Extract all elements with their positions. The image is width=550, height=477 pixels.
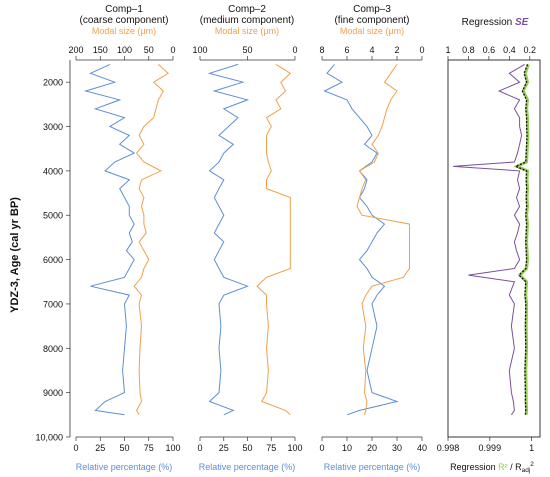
panel-comp1: Comp–1 (coarse component) Modal size (μm… [68, 4, 180, 472]
top-tick-label: 0.6 [483, 45, 496, 55]
top-tick-label: 8 [319, 45, 324, 55]
bottom-tick-label: 10 [342, 443, 352, 453]
panel-regression-title: Regression SE [462, 17, 529, 28]
y-tick-label: 10,000 [35, 433, 63, 443]
panel-comp1-title-line1: Comp–1 [105, 4, 143, 15]
series-line-orange [256, 63, 292, 416]
top-tick-label: 50 [242, 45, 252, 55]
series-line-blue [207, 63, 250, 416]
bottom-tick-label: 0 [319, 443, 324, 453]
panel-comp3-bottom-axis-label: Relative percentage (%) [324, 462, 421, 472]
series-line-black [514, 64, 529, 415]
panel-frame [447, 59, 541, 438]
panel-regression-label-sup: 2 [530, 461, 534, 468]
top-tick-label: 0 [419, 45, 424, 55]
bottom-tick-label: 30 [392, 443, 402, 453]
y-tick-label: 5000 [43, 211, 63, 221]
top-tick-label: 200 [68, 45, 83, 55]
top-tick-label: 1 [445, 45, 450, 55]
panel-comp1-bottom-axis-label: Relative percentage (%) [76, 462, 173, 472]
bottom-tick-label: 0.999 [479, 443, 502, 453]
series-line-orange [133, 64, 169, 416]
bottom-tick-label: 75 [266, 443, 276, 453]
panel-comp2-top-axis-label: Modal size (μm) [215, 26, 279, 36]
y-tick-label: 9000 [43, 388, 63, 398]
bottom-tick-label: 20 [367, 443, 377, 453]
panel-comp3-top-axis-label: Modal size (μm) [340, 26, 404, 36]
y-tick-label: 6000 [43, 255, 63, 265]
bottom-tick-label: 0 [197, 443, 202, 453]
panel-regression: Regression SE Regression R² / Radj2 1 0.8… [437, 17, 541, 474]
panel-regression-title-emph: SE [515, 17, 529, 28]
bottom-tick-label: 25 [95, 443, 105, 453]
panel-comp2-title-line1: Comp–2 [228, 4, 266, 15]
panel-comp3-title-line2: (fine component) [334, 15, 409, 26]
panel-regression-label-sep: / R [508, 462, 523, 472]
bottom-tick-label: 100 [165, 443, 180, 453]
panel-comp2-title-line2: (medium component) [200, 15, 294, 26]
panel-comp1-top-axis-label: Modal size (μm) [92, 26, 156, 36]
bottom-tick-label: 40 [417, 443, 427, 453]
panel-comp3: Comp–3 (fine component) Modal size (μm) … [319, 4, 427, 472]
bottom-tick-label: 50 [119, 443, 129, 453]
top-tick-label: 0.2 [524, 45, 537, 55]
panel-regression-title-prefix: Regression [462, 17, 515, 28]
series-line-blue [323, 64, 399, 416]
top-tick-label: 0.4 [503, 45, 516, 55]
top-tick-label: 50 [144, 45, 154, 55]
bottom-tick-label: 0.998 [437, 443, 460, 453]
y-axis: 2000 3000 4000 5000 6000 7000 8000 9000 10,000 [35, 60, 71, 443]
bottom-tick-label: 50 [242, 443, 252, 453]
panel-regression-bottom-axis-label: Regression R² / Radj2 [450, 461, 534, 474]
top-tick-label: 150 [93, 45, 108, 55]
top-tick-label: 6 [344, 45, 349, 55]
bottom-tick-label: 25 [219, 443, 229, 453]
y-axis-label: YDZ-3, Age (cal yr BP) [9, 197, 21, 313]
series-line-blue [83, 63, 136, 416]
panel-comp3-title-line1: Comp–3 [353, 4, 391, 15]
top-tick-label: 100 [117, 45, 132, 55]
panel-regression-label-r2: R² [498, 462, 508, 472]
panel-comp2-bottom-axis-label: Relative percentage (%) [199, 462, 296, 472]
y-tick-label: 8000 [43, 344, 63, 354]
bottom-tick-label: 100 [287, 443, 302, 453]
y-tick-label: 3000 [43, 122, 63, 132]
top-tick-label: 0.8 [462, 45, 475, 55]
panel-comp1-title-line2: (coarse component) [80, 15, 169, 26]
top-tick-label: 0 [292, 45, 297, 55]
top-tick-label: 4 [369, 45, 374, 55]
top-tick-label: 2 [394, 45, 399, 55]
panel-comp2: Comp–2 (medium component) Modal size (μm… [192, 4, 302, 472]
panel-regression-label-prefix: Regression [450, 462, 498, 472]
top-tick-label: 100 [192, 45, 207, 55]
top-tick-label: 0 [170, 45, 175, 55]
series-line-purple [453, 63, 525, 416]
bottom-tick-label: 0 [73, 443, 78, 453]
series-line-orange [356, 64, 410, 415]
bottom-tick-label: 1 [529, 443, 534, 453]
y-tick-label: 7000 [43, 299, 63, 309]
y-tick-label: 2000 [43, 78, 63, 88]
bottom-tick-label: 75 [144, 443, 154, 453]
series-line-green [513, 63, 530, 415]
panel-regression-label-sub: adj [522, 467, 531, 474]
y-tick-label: 4000 [43, 166, 63, 176]
